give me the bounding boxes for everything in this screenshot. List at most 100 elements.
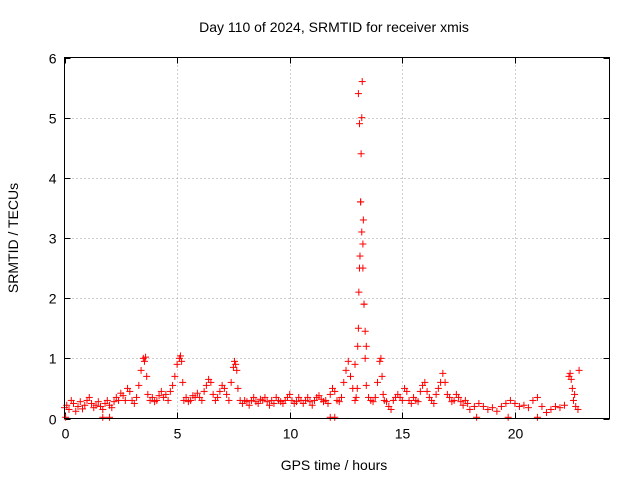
y-tick-label: 0 — [49, 412, 57, 428]
data-point — [464, 399, 472, 407]
data-point — [110, 398, 118, 406]
data-point — [488, 404, 496, 412]
data-point — [376, 357, 384, 365]
data-point — [338, 393, 346, 401]
data-point — [515, 402, 523, 410]
data-point — [362, 381, 370, 389]
data-point — [106, 413, 114, 421]
data-point — [81, 401, 89, 409]
data-point — [144, 390, 152, 398]
data-point — [457, 398, 465, 406]
data-point — [357, 198, 365, 206]
data-point — [446, 393, 454, 401]
data-point — [99, 405, 107, 413]
y-axis-label: SRMTID / TECUs — [5, 183, 21, 293]
data-point — [250, 393, 258, 401]
data-point — [360, 300, 368, 308]
data-point — [533, 413, 541, 421]
data-point — [414, 398, 422, 406]
data-point — [108, 404, 116, 412]
x-tick-label: 20 — [508, 426, 524, 442]
data-point — [324, 399, 332, 407]
y-tick-label: 2 — [49, 291, 57, 307]
data-point — [358, 114, 366, 122]
data-point — [377, 354, 385, 362]
data-point — [398, 396, 406, 404]
data-point — [344, 357, 352, 365]
data-point — [62, 413, 70, 421]
data-point — [439, 369, 447, 377]
data-point — [126, 387, 134, 395]
data-point — [79, 405, 87, 413]
data-point — [225, 396, 233, 404]
data-point — [479, 402, 487, 410]
data-point — [569, 396, 577, 404]
plot-frame — [64, 57, 610, 419]
data-point — [270, 399, 278, 407]
grid — [64, 57, 610, 419]
data-point — [354, 342, 362, 350]
data-point — [223, 390, 231, 398]
data-point — [340, 378, 348, 386]
data-point — [121, 396, 129, 404]
data-point — [153, 396, 161, 404]
data-point — [407, 399, 415, 407]
x-tick-label: 0 — [62, 426, 70, 442]
data-point — [473, 413, 481, 421]
data-point — [450, 396, 458, 404]
data-point — [254, 399, 262, 407]
data-point — [331, 387, 339, 395]
data-point — [157, 387, 165, 395]
data-point — [92, 401, 100, 409]
data-point — [233, 366, 241, 374]
chart-title: Day 110 of 2024, SRMTID for receiver xmi… — [199, 19, 469, 35]
data-point — [551, 402, 559, 410]
data-point — [567, 375, 575, 383]
data-point — [356, 252, 364, 260]
data-point — [575, 366, 583, 374]
data-point — [347, 372, 355, 380]
data-point — [502, 399, 510, 407]
data-point — [99, 413, 107, 421]
y-tick-label: 3 — [49, 231, 57, 247]
data-point — [140, 357, 148, 365]
data-point — [484, 405, 492, 413]
data-point — [470, 402, 478, 410]
data-points — [61, 78, 583, 421]
data-point — [361, 354, 369, 362]
data-point — [209, 390, 217, 398]
data-point — [421, 378, 429, 386]
data-point — [292, 398, 300, 406]
x-tick-label: 5 — [174, 426, 182, 442]
data-point — [571, 390, 579, 398]
data-point — [155, 392, 163, 400]
y-tick-label: 4 — [49, 171, 57, 187]
data-point — [351, 396, 359, 404]
data-point — [374, 378, 382, 386]
data-point — [135, 381, 143, 389]
y-tick-label: 5 — [49, 111, 57, 127]
data-point — [520, 401, 528, 409]
data-point — [351, 360, 359, 368]
data-point — [538, 402, 546, 410]
data-point — [497, 402, 505, 410]
data-point — [568, 384, 576, 392]
data-point — [358, 78, 366, 86]
data-point — [511, 399, 519, 407]
y-tick-label: 6 — [49, 51, 57, 67]
data-point — [441, 378, 449, 386]
data-point — [137, 366, 145, 374]
data-point — [74, 402, 82, 410]
data-point — [354, 324, 362, 332]
data-point — [232, 360, 240, 368]
data-point — [357, 150, 365, 158]
data-point — [423, 387, 431, 395]
data-point — [542, 408, 550, 416]
data-point — [169, 381, 177, 389]
data-point — [216, 387, 224, 395]
data-point — [261, 393, 269, 401]
data-point — [574, 405, 582, 413]
data-point — [547, 405, 555, 413]
data-point — [315, 392, 323, 400]
